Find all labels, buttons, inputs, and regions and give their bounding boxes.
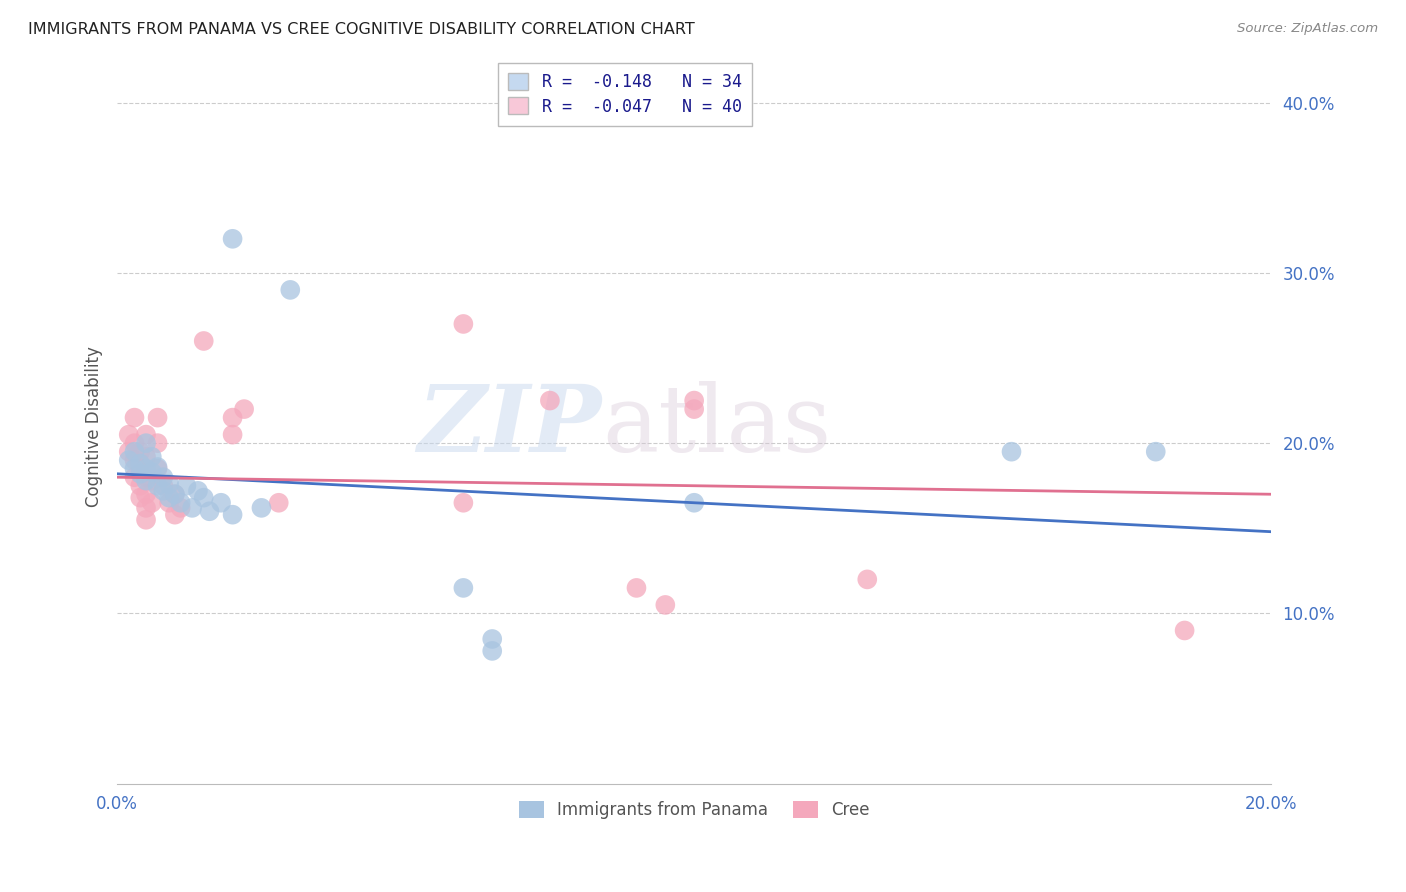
- Point: [135, 427, 157, 442]
- Point: [1000, 444, 1022, 458]
- Point: [124, 453, 146, 467]
- Point: [233, 402, 256, 417]
- Point: [163, 508, 186, 522]
- Point: [856, 573, 879, 587]
- Text: IMMIGRANTS FROM PANAMA VS CREE COGNITIVE DISABILITY CORRELATION CHART: IMMIGRANTS FROM PANAMA VS CREE COGNITIVE…: [28, 22, 695, 37]
- Point: [135, 474, 157, 488]
- Point: [626, 581, 648, 595]
- Point: [221, 508, 243, 522]
- Point: [146, 479, 169, 493]
- Point: [163, 487, 186, 501]
- Point: [181, 500, 204, 515]
- Point: [135, 487, 157, 501]
- Point: [129, 461, 152, 475]
- Point: [146, 436, 169, 450]
- Point: [129, 467, 152, 481]
- Point: [1144, 444, 1167, 458]
- Point: [124, 410, 146, 425]
- Point: [129, 457, 152, 471]
- Legend: Immigrants from Panama, Cree: Immigrants from Panama, Cree: [512, 794, 876, 825]
- Point: [124, 461, 146, 475]
- Point: [129, 491, 152, 505]
- Point: [135, 450, 157, 464]
- Point: [129, 479, 152, 493]
- Point: [157, 496, 180, 510]
- Point: [141, 450, 163, 464]
- Point: [250, 500, 273, 515]
- Point: [187, 483, 209, 498]
- Point: [481, 644, 503, 658]
- Point: [683, 393, 706, 408]
- Text: Source: ZipAtlas.com: Source: ZipAtlas.com: [1237, 22, 1378, 36]
- Point: [221, 232, 243, 246]
- Point: [135, 513, 157, 527]
- Point: [118, 453, 141, 467]
- Point: [152, 483, 174, 498]
- Point: [135, 461, 157, 475]
- Point: [152, 479, 174, 493]
- Point: [157, 477, 180, 491]
- Point: [193, 491, 215, 505]
- Point: [221, 410, 243, 425]
- Point: [538, 393, 561, 408]
- Point: [135, 470, 157, 484]
- Y-axis label: Cognitive Disability: Cognitive Disability: [86, 346, 103, 507]
- Point: [1174, 624, 1197, 638]
- Point: [146, 410, 169, 425]
- Point: [152, 470, 174, 484]
- Point: [146, 460, 169, 475]
- Point: [193, 334, 215, 348]
- Point: [169, 500, 191, 515]
- Text: ZIP: ZIP: [418, 381, 602, 471]
- Point: [654, 598, 676, 612]
- Point: [135, 500, 157, 515]
- Point: [453, 581, 475, 595]
- Point: [209, 496, 232, 510]
- Point: [163, 487, 186, 501]
- Point: [453, 496, 475, 510]
- Point: [129, 444, 152, 458]
- Point: [124, 444, 146, 458]
- Point: [124, 436, 146, 450]
- Point: [278, 283, 301, 297]
- Point: [141, 496, 163, 510]
- Point: [267, 496, 290, 510]
- Point: [124, 470, 146, 484]
- Point: [141, 474, 163, 488]
- Point: [481, 632, 503, 646]
- Point: [683, 402, 706, 417]
- Point: [157, 491, 180, 505]
- Point: [453, 317, 475, 331]
- Point: [141, 465, 163, 479]
- Point: [683, 496, 706, 510]
- Point: [118, 427, 141, 442]
- Point: [169, 496, 191, 510]
- Point: [146, 461, 169, 475]
- Text: atlas: atlas: [602, 381, 831, 471]
- Point: [176, 479, 198, 493]
- Point: [198, 504, 221, 518]
- Point: [135, 436, 157, 450]
- Point: [118, 444, 141, 458]
- Point: [221, 427, 243, 442]
